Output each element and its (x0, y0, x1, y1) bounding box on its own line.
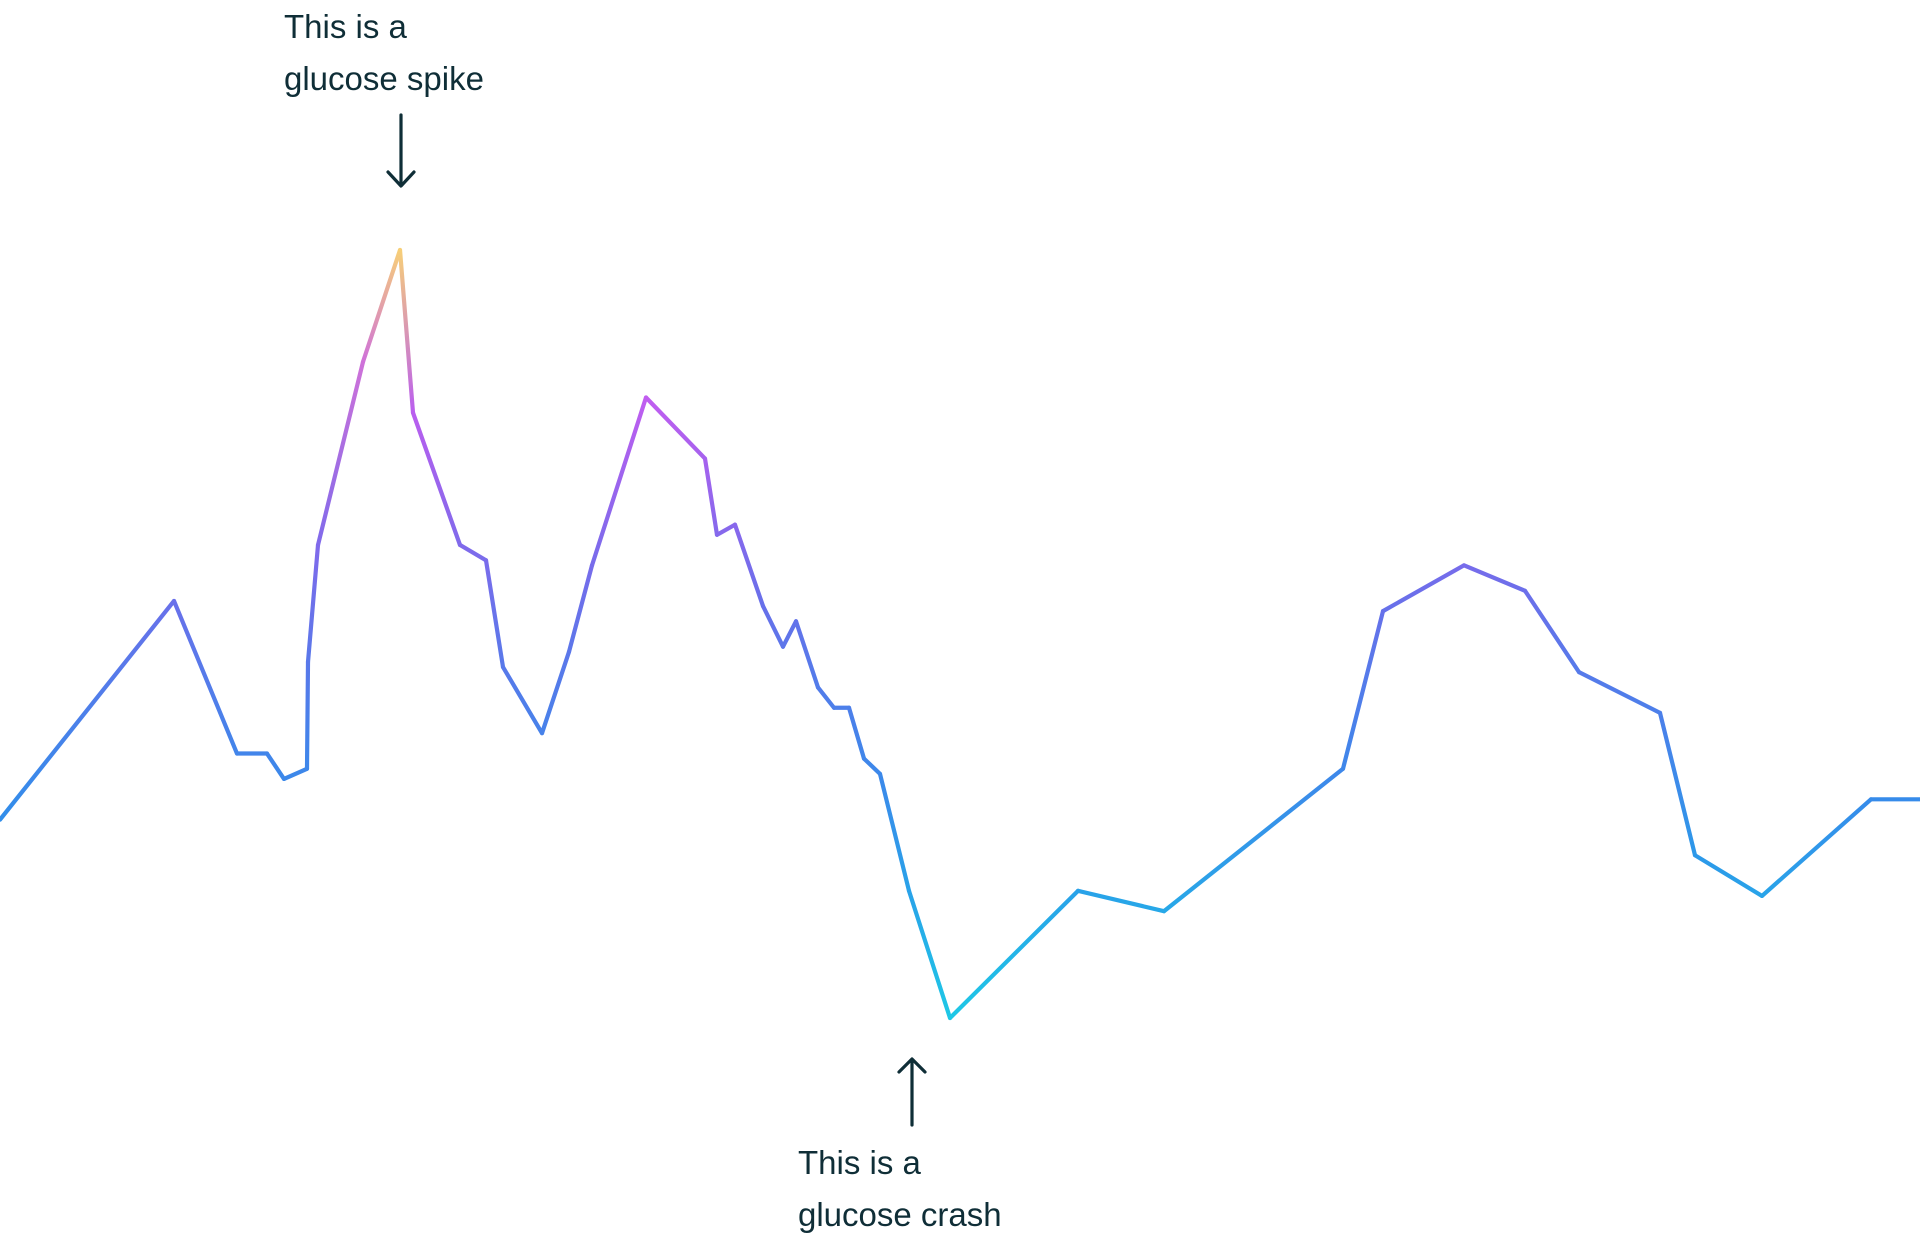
glucose-line-segment (1657, 710, 1698, 858)
glucose-line-segment (906, 888, 953, 1021)
spike-annotation-line-1: This is a (284, 8, 408, 45)
glucose-line-segment (780, 619, 799, 649)
glucose-line-segment (1692, 853, 1765, 899)
arrow-up-icon (897, 1057, 927, 1127)
glucose-line-segment (500, 664, 545, 736)
glucose-line-segment (315, 359, 366, 548)
glucose-line-segment (1759, 797, 1874, 899)
glucose-line-segment (483, 558, 506, 670)
glucose-line-segment (305, 542, 321, 665)
glucose-line-segment (714, 522, 738, 537)
glucose-line-segment (793, 619, 821, 690)
glucose-line-segment (360, 247, 403, 364)
glucose-line-segment (760, 603, 786, 649)
glucose-line-segment (861, 756, 883, 776)
glucose-line-segment (702, 456, 720, 537)
glucose-line-segment (815, 685, 837, 710)
glucose-line-segment (304, 659, 311, 771)
glucose-line-segment (643, 395, 708, 461)
glucose-line-segment (457, 542, 489, 563)
glucose-line-segment (0, 598, 177, 822)
glucose-line-segment (410, 410, 463, 548)
glucose-line-segment (1340, 609, 1386, 771)
glucose-line-segment (1161, 766, 1346, 914)
crash-annotation-line-1: This is a (798, 1144, 922, 1181)
glucose-line-segment (589, 395, 649, 568)
glucose-line-segment (1576, 670, 1663, 715)
glucose-line-segment (732, 522, 766, 609)
crash-annotation: This is a glucose crash (798, 1057, 1002, 1233)
arrow-down-icon (386, 113, 416, 188)
spike-annotation-line-2: glucose spike (284, 60, 484, 97)
glucose-line-segment (846, 705, 867, 761)
glucose-line-segment (171, 598, 240, 756)
glucose-line-segment (281, 766, 310, 782)
glucose-line-segment (1522, 588, 1582, 675)
glucose-line-segment (539, 649, 572, 736)
glucose-line-segment (264, 751, 287, 782)
glucose-line-segment (566, 563, 595, 654)
crash-annotation-line-2: glucose crash (798, 1196, 1002, 1233)
glucose-line-segment (877, 771, 912, 893)
glucose-line-segment (947, 888, 1081, 1021)
spike-annotation: This is a glucose spike (284, 8, 484, 188)
glucose-line-segment (397, 247, 416, 415)
glucose-line-segment (1461, 563, 1528, 593)
glucose-line-segment (1075, 888, 1167, 914)
glucose-line-segment (1380, 563, 1467, 614)
glucose-line (0, 247, 1920, 1021)
